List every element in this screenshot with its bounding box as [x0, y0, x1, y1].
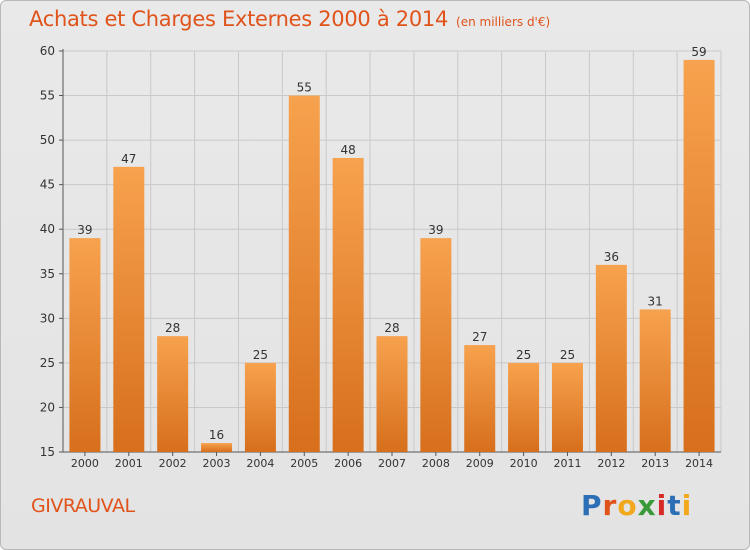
bar: [201, 443, 233, 452]
brand-letter: t: [667, 489, 682, 522]
x-tick-label: 2002: [159, 457, 187, 470]
x-tick-label: 2004: [246, 457, 274, 470]
bar-value-label: 36: [604, 250, 619, 264]
x-tick-label: 2005: [290, 457, 318, 470]
x-tick-label: 2006: [334, 457, 362, 470]
x-tick-label: 2009: [466, 457, 494, 470]
place-name: GIVRAUVAL: [31, 495, 135, 517]
bar: [376, 336, 408, 452]
y-tick-label: 50: [40, 133, 55, 147]
brand-letter: x: [637, 489, 657, 522]
x-tick-label: 2011: [553, 457, 581, 470]
y-tick-label: 45: [40, 178, 55, 192]
chart-title-text: Achats et Charges Externes 2000 à 2014: [29, 7, 449, 31]
bar: [69, 238, 101, 452]
bar: [113, 166, 145, 452]
bar-value-label: 25: [560, 348, 575, 362]
brand-letter: r: [602, 489, 618, 522]
bar: [244, 362, 276, 452]
bar: [595, 264, 627, 452]
bar-value-label: 47: [121, 152, 136, 166]
bar: [157, 336, 189, 452]
bar-value-label: 39: [428, 223, 443, 237]
y-tick-label: 60: [40, 44, 55, 58]
bar-value-label: 28: [384, 321, 399, 335]
brand-letter: P: [581, 489, 603, 522]
bar: [683, 59, 715, 453]
bar-value-label: 55: [297, 81, 312, 95]
bar-value-label: 27: [472, 330, 487, 344]
bar-value-label: 25: [516, 348, 531, 362]
x-tick-label: 2000: [71, 457, 99, 470]
y-tick-label: 40: [40, 222, 55, 236]
bar-value-label: 16: [209, 428, 224, 442]
x-tick-label: 2010: [510, 457, 538, 470]
bar: [332, 157, 364, 452]
bar-value-label: 28: [165, 321, 180, 335]
y-tick-label: 55: [40, 89, 55, 103]
brand-letter: i: [681, 489, 693, 522]
y-tick-label: 20: [40, 400, 55, 414]
bar: [288, 95, 320, 453]
bar-value-label: 59: [691, 45, 706, 59]
y-tick-label: 25: [40, 356, 55, 370]
bar: [639, 309, 671, 452]
bar: [420, 238, 452, 452]
bar-value-label: 39: [77, 223, 92, 237]
proxiti-logo[interactable]: Proxiti: [581, 489, 692, 522]
bar-value-label: 25: [253, 348, 268, 362]
y-tick-label: 30: [40, 311, 55, 325]
bar-value-label: 48: [340, 143, 355, 157]
x-tick-label: 2007: [378, 457, 406, 470]
brand-letter: i: [656, 489, 668, 522]
bar: [551, 362, 583, 452]
bar: [464, 345, 496, 452]
chart-subtitle: (en milliers d'€): [456, 15, 551, 29]
x-tick-label: 2001: [115, 457, 143, 470]
bar: [508, 362, 540, 452]
y-tick-label: 15: [40, 445, 55, 459]
x-tick-label: 2003: [203, 457, 231, 470]
x-tick-label: 2013: [641, 457, 669, 470]
y-tick-label: 35: [40, 267, 55, 281]
chart-title: Achats et Charges Externes 2000 à 2014 (e…: [29, 7, 550, 31]
bar-value-label: 31: [648, 294, 663, 308]
brand-letter: o: [617, 489, 638, 522]
x-tick-label: 2014: [685, 457, 713, 470]
x-tick-label: 2012: [597, 457, 625, 470]
x-tick-label: 2008: [422, 457, 450, 470]
